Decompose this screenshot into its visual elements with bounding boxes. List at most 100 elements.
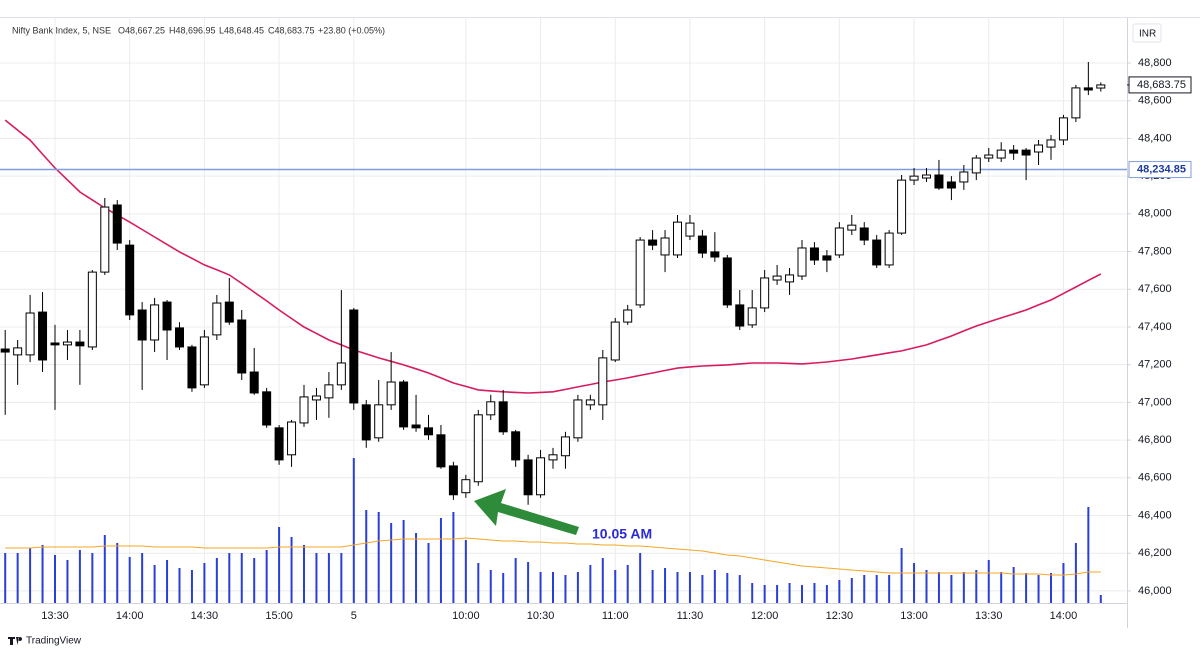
candle-body bbox=[523, 459, 533, 496]
y-tick-label: 46,200 bbox=[1138, 547, 1172, 559]
candle-body bbox=[548, 454, 558, 461]
currency-box[interactable] bbox=[1132, 23, 1162, 43]
candle-body bbox=[822, 255, 832, 261]
volume-bar bbox=[315, 553, 318, 603]
candle-body bbox=[909, 175, 919, 181]
y-tick-label: 48,400 bbox=[1138, 132, 1172, 144]
x-tick-label: 14:00 bbox=[116, 610, 144, 622]
volume-bar bbox=[54, 555, 56, 603]
y-tick-label: 48,000 bbox=[1138, 208, 1172, 220]
volume-bar bbox=[987, 560, 990, 603]
volume-bar bbox=[776, 585, 779, 603]
y-tick-label: 47,000 bbox=[1138, 396, 1172, 408]
volume-bar bbox=[16, 553, 19, 603]
axes: 46,000 46,200 46,400 46,600 46,800 47,000 47,2… bbox=[41, 57, 1192, 622]
annotation: 10.05 AM bbox=[474, 489, 652, 542]
currency-label[interactable]: INR bbox=[1139, 29, 1156, 40]
x-tick-label: 5 bbox=[351, 610, 357, 622]
candle-body bbox=[50, 342, 60, 346]
candle-body bbox=[648, 239, 658, 246]
volume-bar bbox=[589, 565, 592, 603]
candle-body bbox=[399, 381, 409, 428]
volume-bar bbox=[278, 527, 281, 603]
candle-body bbox=[809, 247, 819, 261]
volume-bar bbox=[365, 510, 368, 603]
volume-bar bbox=[552, 572, 554, 603]
candle-body bbox=[311, 395, 321, 401]
volume-bar bbox=[178, 568, 181, 603]
candle-body bbox=[747, 307, 757, 326]
candle-body bbox=[996, 149, 1006, 159]
candle-body bbox=[38, 311, 48, 361]
volume-bar bbox=[265, 550, 268, 603]
candle-body bbox=[436, 434, 446, 468]
candle-body bbox=[299, 396, 309, 424]
candle-body bbox=[660, 237, 670, 256]
volume-bar bbox=[66, 560, 69, 603]
candle-body bbox=[498, 401, 508, 433]
candle-body bbox=[237, 319, 247, 374]
x-tick-label: 14:00 bbox=[1050, 610, 1078, 622]
candle-body bbox=[934, 174, 944, 189]
candle-body bbox=[971, 157, 981, 174]
candle-body bbox=[1009, 149, 1019, 154]
volume-bar bbox=[228, 553, 231, 603]
candle-body bbox=[623, 309, 633, 323]
volume-bar bbox=[1087, 507, 1090, 603]
candle-body bbox=[150, 304, 160, 341]
candle-body bbox=[635, 239, 645, 306]
symbol-title: Nifty Bank Index, 5, NSE bbox=[12, 25, 111, 35]
volume-bar bbox=[825, 585, 828, 603]
brand-logo bbox=[8, 637, 23, 645]
volume-bar bbox=[303, 545, 305, 603]
x-tick-label: 13:00 bbox=[900, 610, 928, 622]
volume-bar bbox=[29, 548, 32, 603]
volume-bar bbox=[240, 553, 243, 603]
annotation-text: 10.05 AM bbox=[592, 526, 652, 542]
volume-bar bbox=[1099, 595, 1102, 603]
y-tick-label: 47,800 bbox=[1138, 245, 1172, 257]
y-tick-label: 47,200 bbox=[1138, 359, 1172, 371]
candle-body bbox=[897, 179, 907, 234]
x-tick-label: 12:00 bbox=[751, 610, 779, 622]
candle-body bbox=[162, 301, 172, 331]
candle-body bbox=[511, 431, 521, 461]
volume-bar bbox=[103, 535, 106, 603]
volume-bar bbox=[402, 520, 405, 603]
ohlc-open: O48,667.25 bbox=[118, 25, 165, 35]
volume-bar bbox=[477, 563, 480, 603]
candle-body bbox=[324, 384, 334, 399]
candle-body bbox=[473, 414, 483, 483]
volume-bar bbox=[950, 575, 953, 603]
candle-body bbox=[884, 232, 894, 266]
volume-bar bbox=[203, 563, 206, 603]
candle-body bbox=[62, 341, 72, 346]
volume-bar bbox=[651, 570, 654, 603]
volume-bar bbox=[141, 553, 144, 603]
candle-body bbox=[598, 357, 608, 406]
volume-bar bbox=[1050, 573, 1052, 603]
volume-bar bbox=[676, 572, 679, 603]
candle-body bbox=[872, 239, 882, 266]
volume-bar bbox=[128, 557, 131, 603]
volume-bar bbox=[738, 575, 741, 603]
candle-body bbox=[0, 348, 10, 353]
volume-bar bbox=[514, 558, 517, 603]
ohlc-low: L48,648.45 bbox=[219, 25, 264, 35]
volume-bar bbox=[850, 578, 853, 603]
volume-bar bbox=[751, 583, 754, 603]
candle-body bbox=[424, 427, 433, 436]
volume-bar bbox=[639, 553, 642, 603]
volume-bar bbox=[502, 573, 505, 603]
volume-bar bbox=[713, 570, 716, 603]
volume-bar bbox=[913, 563, 916, 603]
candle-body bbox=[560, 436, 570, 457]
candle-body bbox=[336, 362, 346, 386]
candle-body bbox=[448, 465, 458, 496]
candle-body bbox=[1021, 149, 1031, 156]
candle-body bbox=[859, 227, 869, 241]
volume-bar bbox=[788, 583, 791, 603]
volume-bar bbox=[78, 550, 81, 603]
candle-body bbox=[834, 227, 844, 256]
